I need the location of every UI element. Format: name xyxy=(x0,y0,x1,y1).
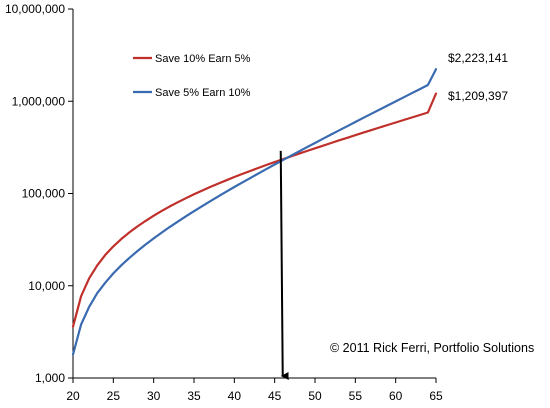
series-lines xyxy=(71,68,438,356)
end-value-label: $2,223,141 xyxy=(448,51,508,65)
series-line-1 xyxy=(71,92,438,328)
x-tick-label: 40 xyxy=(228,389,242,403)
legend-label: Save 10% Earn 5% xyxy=(155,53,251,65)
y-tick-label: 1,000 xyxy=(35,371,65,385)
x-tick-label: 30 xyxy=(147,389,161,403)
x-tick-label: 25 xyxy=(107,389,121,403)
end-value-label: $1,209,397 xyxy=(448,89,508,103)
legend-label: Save 5% Earn 10% xyxy=(155,87,251,99)
x-tick-label: 50 xyxy=(308,389,322,403)
x-tick-label: 45 xyxy=(268,389,282,403)
axes xyxy=(72,9,436,379)
annotations: © 2011 Rick Ferri, Portfolio Solutions xyxy=(279,150,534,380)
x-tick-label: 20 xyxy=(66,389,80,403)
x-tick-label: 65 xyxy=(429,389,443,403)
x-tick-label: 60 xyxy=(389,389,403,403)
y-ticks: 1,000 10,000 100,000 1,000,000 10,000,000 xyxy=(5,2,73,385)
y-tick-label: 1,000,000 xyxy=(12,94,66,108)
x-tick-label: 55 xyxy=(349,389,363,403)
copyright-text: © 2011 Rick Ferri, Portfolio Solutions xyxy=(330,341,534,355)
crossover-arrow xyxy=(279,150,289,380)
x-tick-label: 35 xyxy=(187,389,201,403)
x-ticks: 20 25 30 35 40 45 50 55 60 65 xyxy=(66,378,443,403)
legend: Save 10% Earn 5% Save 5% Earn 10% xyxy=(133,53,251,99)
series-line-2 xyxy=(71,68,438,356)
end-labels: $2,223,141 $1,209,397 xyxy=(448,51,508,103)
y-tick-label: 100,000 xyxy=(22,187,66,201)
y-tick-label: 10,000 xyxy=(28,279,65,293)
y-tick-label: 10,000,000 xyxy=(5,2,65,16)
